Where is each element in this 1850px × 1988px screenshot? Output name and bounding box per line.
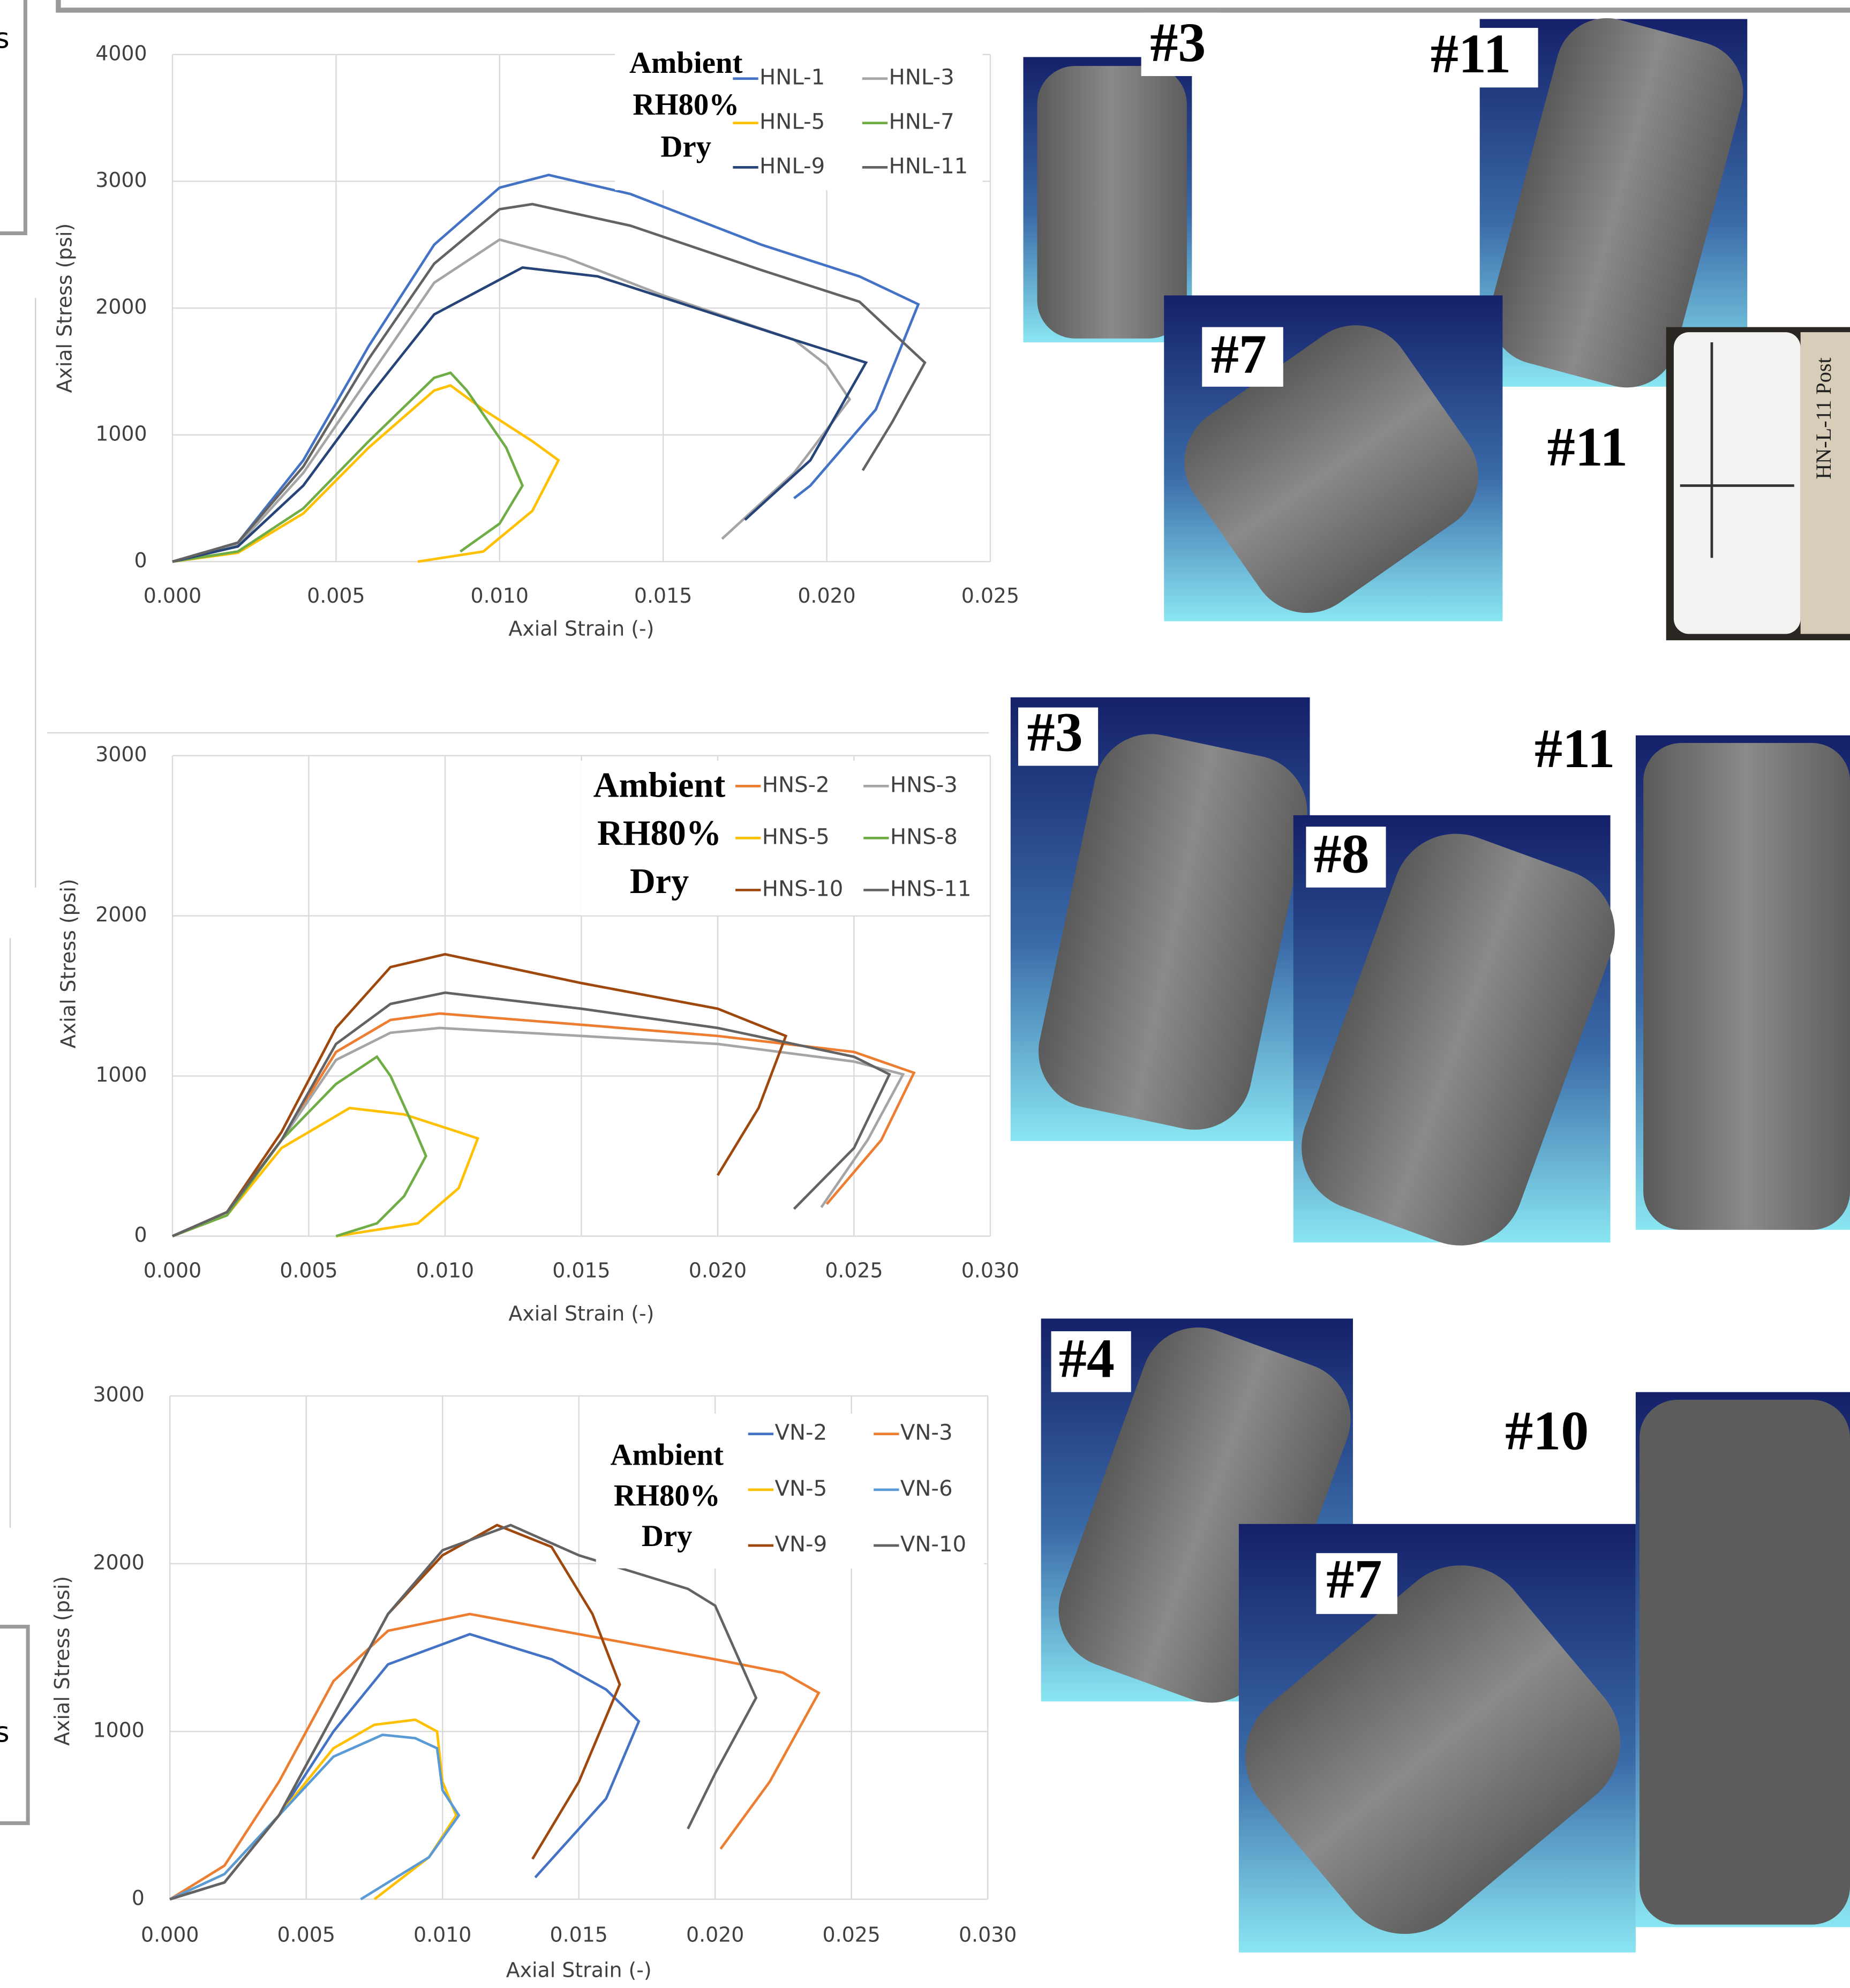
x-tick-label: 0.025 (825, 1258, 883, 1282)
x-tick-label: 0.025 (822, 1923, 880, 1946)
image-label: #7 (1326, 1548, 1382, 1610)
legend-label: VN-6 (900, 1476, 953, 1501)
y-tick-label: 0 (134, 1223, 147, 1247)
page: {"chart_data":[ {"type":"line","annotati… (0, 0, 1850, 1988)
legend-label: HNL-11 (889, 154, 968, 178)
annotation: Dry (630, 862, 689, 901)
x-tick-label: 0.015 (550, 1923, 608, 1946)
legend-label: VN-10 (900, 1532, 966, 1557)
x-tick-label: 0.010 (471, 584, 529, 607)
ct-image (1636, 736, 1850, 1230)
y-axis-title: Axial Stress (psi) (53, 223, 77, 393)
y-tick-label: 1000 (93, 1719, 145, 1742)
annotation: Dry (660, 130, 711, 163)
x-axis-title: Axial Strain (-) (506, 1959, 652, 1982)
y-tick-label: 3000 (95, 168, 147, 192)
edge-text: s (0, 1717, 10, 1749)
legend-label: HNS-2 (762, 772, 830, 797)
legend-label: VN-9 (774, 1532, 827, 1557)
image-label: #11 (1431, 22, 1511, 85)
annotation: Ambient (629, 46, 743, 80)
x-axis-title: Axial Strain (-) (508, 617, 654, 641)
x-tick-label: 0.020 (686, 1923, 744, 1946)
x-tick-label: 0.025 (961, 584, 1019, 607)
x-tick-label: 0.005 (307, 584, 365, 607)
x-tick-label: 0.020 (689, 1258, 747, 1282)
y-axis-title: Axial Stress (psi) (57, 879, 80, 1048)
image-label: #11 (1547, 416, 1628, 478)
x-tick-label: 0.000 (144, 584, 201, 607)
image-label: #8 (1314, 823, 1370, 885)
edge-text: s (0, 23, 10, 55)
y-axis-title: Axial Stress (psi) (50, 1576, 74, 1746)
y-tick-label: 1000 (95, 422, 147, 445)
image-label: #4 (1059, 1327, 1115, 1389)
x-tick-label: 0.015 (552, 1258, 610, 1282)
y-tick-label: 3000 (93, 1383, 145, 1406)
annotation: Dry (642, 1519, 693, 1553)
y-tick-label: 3000 (95, 742, 147, 766)
y-tick-label: 1000 (95, 1063, 147, 1086)
image-label: #7 (1211, 323, 1267, 385)
y-tick-label: 0 (132, 1886, 145, 1910)
x-tick-label: 0.005 (277, 1923, 335, 1946)
annotation: RH80% (633, 88, 739, 122)
image-label: #3 (1150, 11, 1206, 73)
y-tick-label: 2000 (95, 903, 147, 926)
y-tick-label: 4000 (95, 41, 147, 65)
photo-tag: HN-L-11 Post (1811, 357, 1836, 479)
legend-label: VN-5 (774, 1476, 827, 1501)
x-tick-label: 0.000 (141, 1923, 199, 1946)
ct-image (1636, 1392, 1850, 1927)
legend-label: HNS-3 (890, 772, 958, 797)
x-axis-title: Axial Strain (-) (508, 1302, 654, 1325)
x-tick-label: 0.030 (961, 1258, 1019, 1282)
x-tick-label: 0.015 (634, 584, 692, 607)
legend-label: HNL-9 (759, 154, 825, 178)
annotation: Ambient (611, 1438, 724, 1472)
legend-label: HNS-8 (890, 824, 958, 849)
legend-label: HNL-7 (889, 110, 954, 134)
annotation: RH80% (597, 814, 721, 853)
image-label: #3 (1027, 701, 1083, 763)
x-tick-label: 0.000 (144, 1258, 201, 1282)
legend-label: HNS-10 (762, 876, 844, 901)
figure: s s HN-L-11 Post #3 #11 #7 #11 #3 #11 #8… (0, 0, 1850, 1988)
annotation: RH80% (614, 1479, 720, 1512)
legend-label: HNL-1 (759, 65, 825, 90)
x-tick-label: 0.020 (798, 584, 855, 607)
x-tick-label: 0.030 (959, 1923, 1017, 1946)
image-label: #11 (1535, 717, 1615, 779)
y-tick-label: 2000 (95, 295, 147, 319)
ct-image (1217, 1524, 1649, 1962)
annotation: Ambient (593, 766, 726, 805)
y-tick-label: 2000 (93, 1550, 145, 1574)
image-label: #10 (1505, 1399, 1589, 1461)
photo: HN-L-11 Post (1666, 327, 1850, 641)
legend-label: HNS-11 (890, 876, 972, 901)
x-tick-label: 0.005 (280, 1258, 337, 1282)
frame (58, 0, 1850, 10)
legend-label: VN-2 (774, 1421, 827, 1445)
x-tick-label: 0.010 (416, 1258, 474, 1282)
legend-label: HNL-5 (759, 110, 825, 134)
legend-label: VN-3 (900, 1421, 953, 1445)
x-tick-label: 0.010 (413, 1923, 471, 1946)
legend-label: HNL-3 (889, 65, 954, 90)
legend-label: HNS-5 (762, 824, 830, 849)
y-tick-label: 0 (134, 549, 147, 572)
